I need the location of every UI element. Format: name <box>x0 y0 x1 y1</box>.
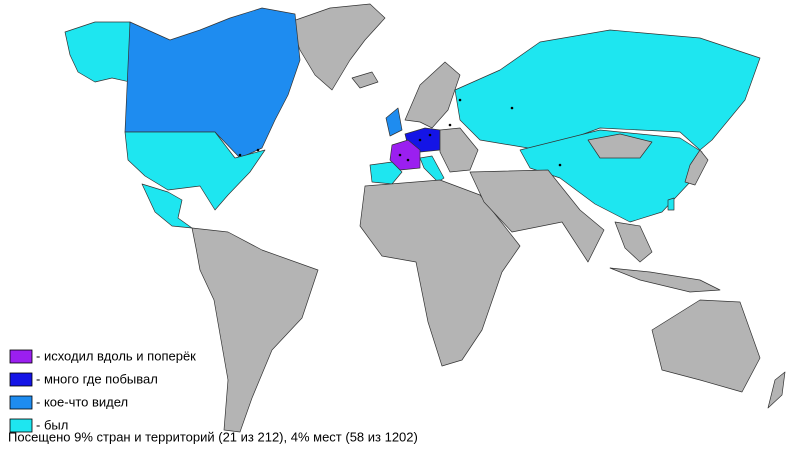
south-america <box>191 227 319 433</box>
place-dot <box>418 138 422 142</box>
usa <box>124 131 266 211</box>
legend-label: - исходил вдоль и поперёк <box>36 348 196 363</box>
legend-swatch <box>9 418 33 433</box>
africa <box>359 179 521 367</box>
eastern-europe <box>439 127 479 173</box>
iceland <box>351 71 379 89</box>
japan <box>684 149 709 186</box>
indonesia <box>609 267 721 293</box>
taiwan <box>667 197 675 211</box>
place-dot <box>428 133 432 137</box>
russia <box>454 29 761 151</box>
legend-label: - был <box>36 417 68 432</box>
visited-places <box>238 98 562 167</box>
legend-swatch <box>9 395 33 410</box>
southeast-asia <box>614 221 653 263</box>
spain <box>369 161 403 185</box>
place-dot <box>458 98 462 102</box>
countries <box>64 3 786 433</box>
place-dot <box>558 163 562 167</box>
uk <box>385 107 403 137</box>
mongolia <box>587 133 653 159</box>
legend-swatch <box>9 349 33 364</box>
place-dot <box>406 158 410 162</box>
legend-label: - много где побывал <box>36 371 158 386</box>
australia <box>651 299 761 393</box>
mexico <box>141 183 193 229</box>
place-dot <box>238 153 242 157</box>
place-dot <box>398 153 402 157</box>
place-dot <box>256 148 260 152</box>
canada <box>124 7 301 159</box>
footer-stats: Посещено 9% стран и территорий (21 из 21… <box>8 429 418 444</box>
legend: - исходил вдоль и поперёк - много где поб… <box>9 348 196 433</box>
place-dot <box>448 123 452 127</box>
scandinavia <box>404 61 461 129</box>
legend-label: - кое-что видел <box>36 394 128 409</box>
france <box>389 139 421 171</box>
middle-east-india <box>469 169 605 263</box>
italy <box>419 155 445 183</box>
greenland <box>289 3 386 91</box>
alaska <box>64 21 131 83</box>
legend-swatch <box>9 372 33 387</box>
new-zealand <box>767 371 786 409</box>
place-dot <box>510 106 514 110</box>
